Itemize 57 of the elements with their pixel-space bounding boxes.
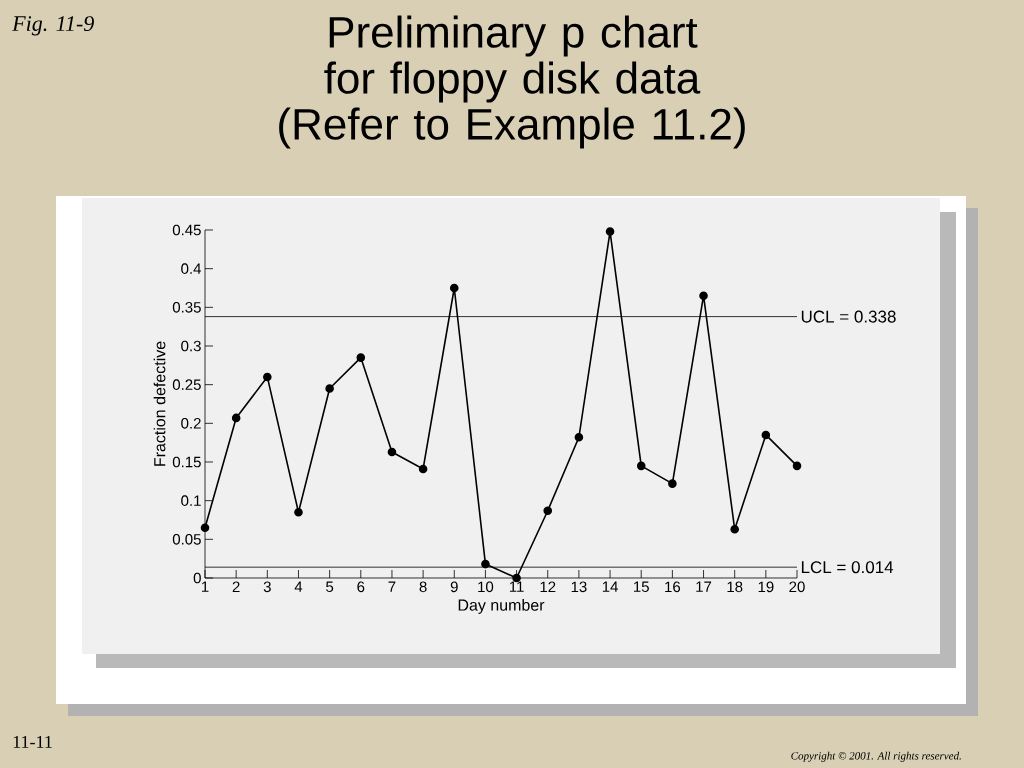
point	[231, 413, 241, 423]
x-tick-label: 7	[388, 581, 396, 592]
y-tick-label: 0.3	[181, 340, 201, 352]
y-tick-label: 0.45	[172, 224, 201, 236]
point	[200, 523, 210, 533]
x-tick-label: 17	[696, 581, 712, 592]
x-tick-label: 18	[727, 581, 743, 593]
caption: Fig. 11-9	[12, 16, 94, 36]
y-tick-label: 0.2	[181, 418, 201, 429]
point	[325, 384, 334, 393]
x-tick-label: 6	[357, 581, 365, 593]
text: Copyright © 2001. All rights reserved.	[791, 751, 961, 762]
x-tick-label: 12	[540, 581, 556, 592]
point	[699, 291, 708, 301]
x-tick-label: 20	[789, 581, 805, 593]
point	[387, 447, 397, 457]
y-tick-label: 0.1	[181, 495, 201, 506]
point	[294, 507, 303, 517]
x-tick-label: 11	[509, 581, 524, 592]
point	[730, 524, 739, 534]
ref-line-label: UCL = 0.338	[801, 310, 896, 323]
x-axis-title: Day number	[458, 599, 545, 614]
point	[761, 430, 771, 440]
point	[481, 559, 490, 569]
y-axis-title: Fraction defective	[153, 341, 166, 466]
x-tick-label: 16	[665, 581, 681, 593]
x-tick-label: 13	[571, 581, 587, 593]
x-tick-label: 8	[419, 581, 427, 593]
y-tick-label: 0.35	[172, 302, 201, 313]
ref-line-label: LCL = 0.014	[801, 561, 894, 574]
x-tick-label: 15	[634, 581, 649, 592]
x-tick-label: 19	[758, 581, 774, 593]
x-tick-label: 1	[201, 581, 209, 592]
point	[792, 461, 802, 471]
y-tick-label: 0	[193, 572, 201, 584]
y-tick-label: 0.15	[172, 456, 201, 468]
point	[449, 283, 459, 293]
point	[356, 353, 366, 362]
point	[636, 461, 646, 471]
point	[263, 372, 272, 382]
x-tick-label: 4	[294, 581, 303, 592]
point	[418, 464, 428, 474]
x-tick-label: 2	[232, 581, 240, 592]
chart-title: Preliminary p chart for floppy disk data (Refer to Example 11.2)	[279, 15, 745, 149]
y-tick-label: 0.4	[181, 263, 202, 274]
point	[574, 432, 584, 442]
x-tick-label: 14	[602, 581, 618, 592]
y-tick-label: 0.25	[172, 379, 201, 390]
x-tick-label: 9	[450, 581, 458, 593]
point	[605, 227, 615, 236]
text: 11-11	[13, 735, 52, 748]
point	[668, 479, 677, 488]
x-tick-label: 10	[478, 581, 494, 593]
x-tick-label: 3	[263, 581, 271, 593]
x-tick-label: 5	[326, 581, 334, 592]
y-tick-label: 0.05	[172, 534, 201, 545]
point	[543, 506, 553, 516]
